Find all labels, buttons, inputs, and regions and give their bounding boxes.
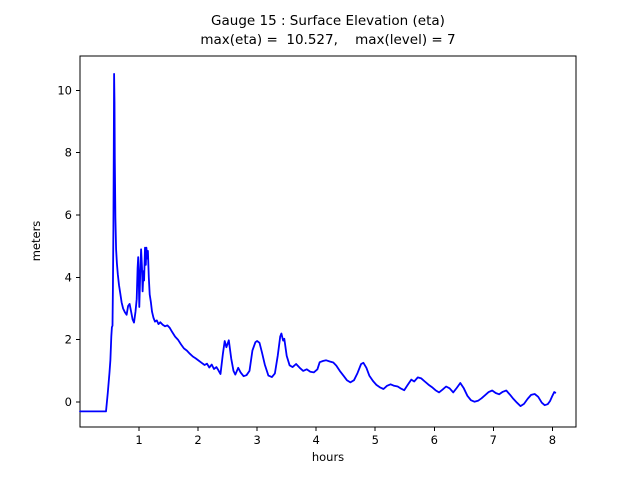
chart-title-block: Gauge 15 : Surface Elevation (eta) max(e… — [80, 12, 576, 49]
chart-subtitle: max(eta) = 10.527, max(level) = 7 — [200, 31, 456, 48]
x-tick-label-5: 5 — [372, 433, 379, 447]
x-tick-label-8: 8 — [549, 433, 556, 447]
y-tick-label-4: 4 — [65, 270, 72, 284]
x-tick-label-6: 6 — [431, 433, 438, 447]
x-tick-label-1: 1 — [135, 433, 142, 447]
y-tick-label-0: 0 — [65, 395, 72, 409]
y-tick-label-6: 6 — [65, 208, 72, 222]
axes-frame — [79, 55, 577, 428]
x-axis-label: hours — [311, 450, 345, 464]
eta-line — [79, 73, 557, 413]
y-axis-label: meters — [29, 220, 43, 262]
y-tick-label-2: 2 — [65, 333, 72, 347]
x-tick-label-3: 3 — [253, 433, 260, 447]
chart-title: Gauge 15 : Surface Elevation (eta) — [211, 13, 445, 29]
x-tick-label-2: 2 — [194, 433, 201, 447]
x-tick-label-7: 7 — [490, 433, 497, 447]
x-tick-label-4: 4 — [313, 433, 320, 447]
y-tick-label-10: 10 — [57, 83, 72, 97]
y-tick-label-8: 8 — [65, 146, 72, 160]
